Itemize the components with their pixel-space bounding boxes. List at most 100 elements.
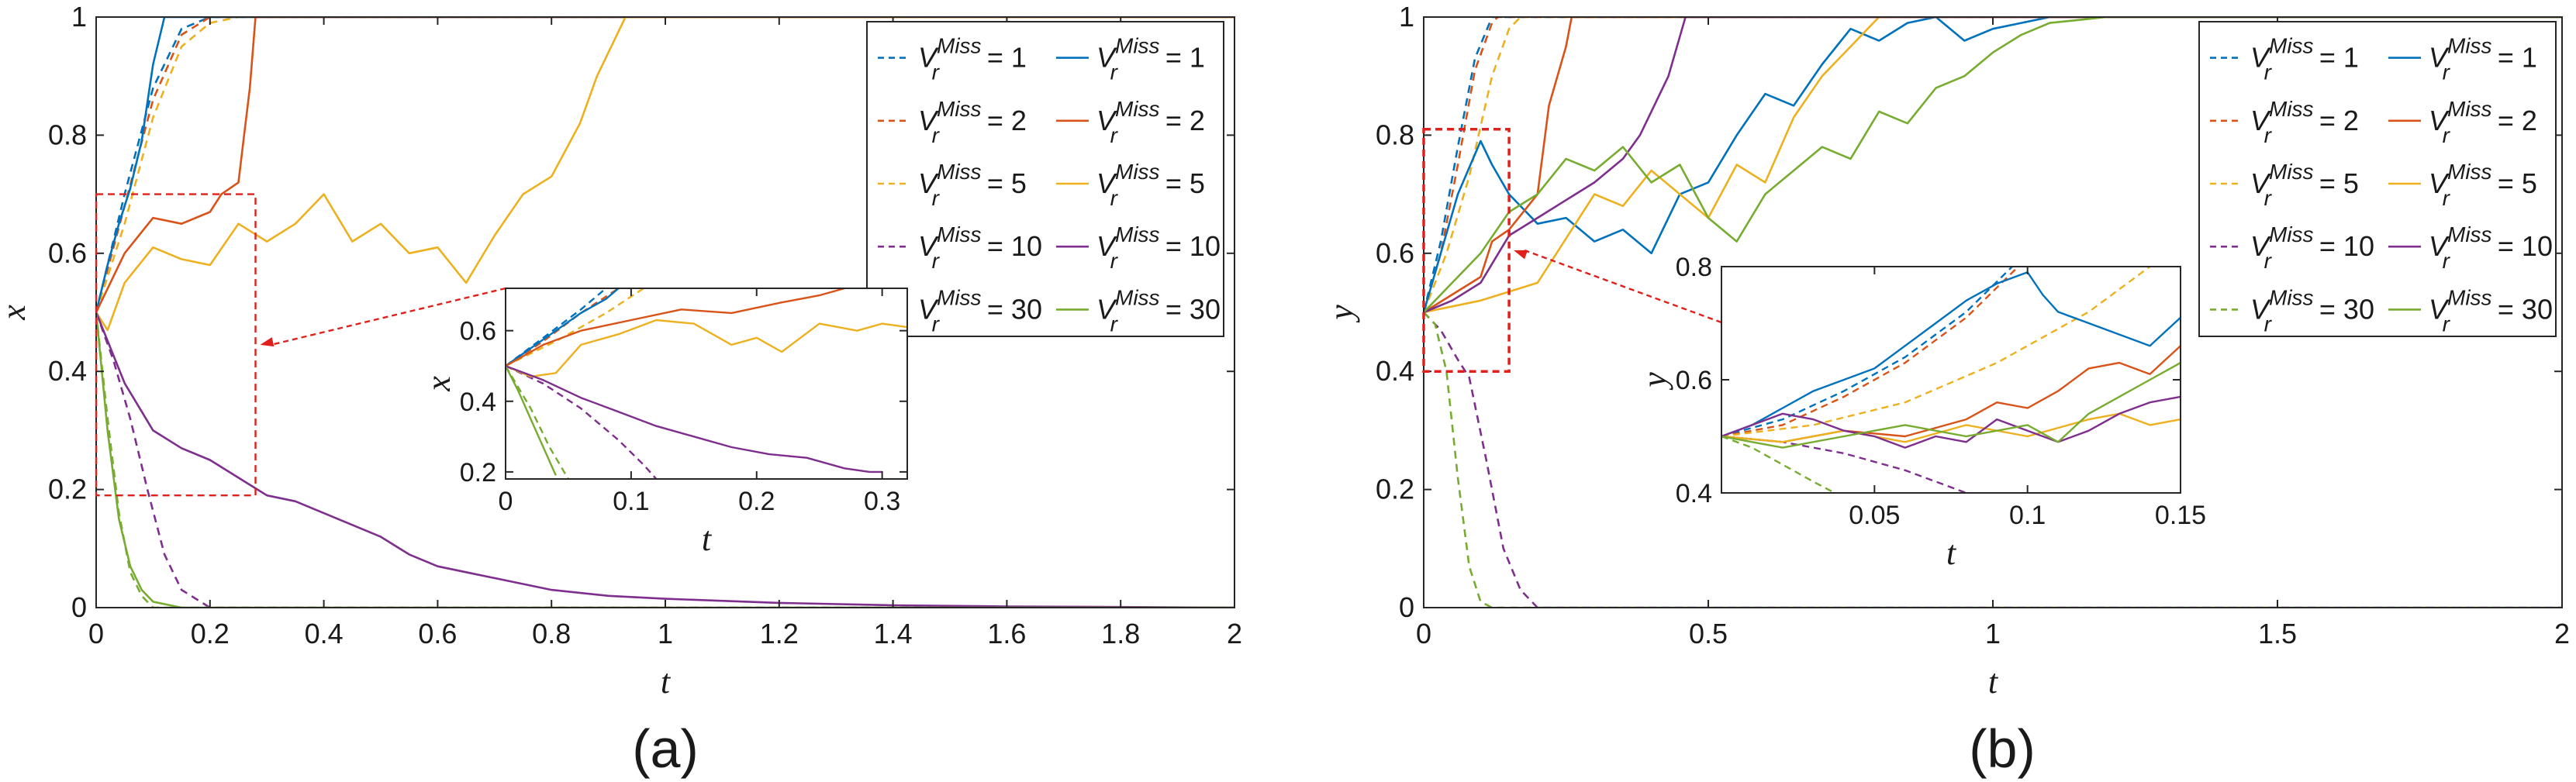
panel-b-series-line — [1424, 312, 2562, 608]
panel-a-inset-y-tick-label: 0.2 — [460, 458, 496, 487]
panel-b-legend-entry: VMiss r = 5 — [2250, 160, 2359, 210]
panel-a-inset-y-tick-label: 0.4 — [460, 388, 496, 417]
panel-b-zoom-arrow — [1524, 249, 1722, 324]
panel-b-legend-entry: VMiss r = 10 — [2429, 222, 2553, 273]
panel-b-x-tick-label: 1 — [1985, 618, 2001, 649]
panel-a-x-tick-label: 0 — [88, 618, 104, 649]
panel-a-zoom-arrow-head — [260, 337, 275, 347]
panel-a-legend-entry: VMiss r = 10 — [1096, 222, 1221, 273]
panel-b-legend-entry: VMiss r = 5 — [2429, 160, 2537, 210]
panel-b-y-axis-label: y — [1322, 305, 1360, 323]
panel-a-x-tick-label: 1.6 — [987, 618, 1026, 649]
panel-b-chart: 0 0.5 1 1.5 2 0 0.2 0.4 0.6 0.8 1 t y VMiss r = 1 VMiss… — [1322, 1, 2570, 701]
panel-b-legend-entry: VMiss r = 1 — [2250, 34, 2359, 84]
panel-b-legend-entry: VMiss r = 30 — [2429, 285, 2553, 336]
panel-a-series-line — [96, 312, 1234, 608]
panel-a-inset-series-group — [506, 288, 907, 479]
panel-b-inset-y-tick-label: 0.6 — [1676, 366, 1712, 395]
panel-a-x-tick-label: 1.4 — [874, 618, 913, 649]
panel-b-inset-y-axis-label: y — [1635, 372, 1673, 391]
panel-a-series-line — [96, 17, 1234, 332]
panel-a-inset-x-tick-label: 0.3 — [864, 487, 900, 516]
panel-a-chart: 0 0.2 0.4 0.6 0.8 1 1.2 1.4 1.6 1.8 2 0 0.2 0.4 0.6 0.8… — [0, 1, 1242, 701]
panel-a-legend-entry: VMiss r = 2 — [918, 97, 1027, 147]
panel-a-x-tick-label: 1 — [658, 618, 673, 649]
panel-b-series-line — [1424, 17, 2562, 313]
panel-b-inset-series-line — [1721, 267, 2013, 438]
panel-b-inset-x-tick-label: 0.05 — [1849, 501, 1900, 530]
panel-a-legend-entry: VMiss r = 30 — [918, 285, 1042, 336]
panel-a-x-axis-label: t — [661, 663, 672, 701]
panel-b-x-tick-label: 0 — [1416, 618, 1431, 649]
panel-b-y-tick-label: 0.6 — [1376, 237, 1414, 269]
panel-b-inset-series-line — [1721, 267, 2151, 438]
panel-b-y-tick-label: 0.4 — [1376, 355, 1414, 387]
panel-b-inset-series-group — [1721, 267, 2181, 493]
panel-a-zoom-arrow — [271, 287, 506, 346]
panel-a-x-tick-label: 0.8 — [532, 618, 571, 649]
panel-a-inset-series-line — [506, 319, 907, 378]
panel-b-inset-x-tick-label: 0.1 — [2009, 501, 2046, 530]
panel-b-inset-series-line — [1721, 395, 2181, 449]
panel-a-inset-series-line — [506, 288, 620, 367]
panel-b-inset-y-tick-label: 0.4 — [1676, 479, 1712, 508]
panel-a-x-tick-label: 1.2 — [760, 618, 799, 649]
panel-b-x-tick-label: 1.5 — [2258, 618, 2297, 649]
panel-a-y-tick-label: 0.6 — [48, 237, 87, 269]
panel-a-x-tick-label: 2 — [1227, 618, 1242, 649]
panel-b-inset-y-tick-label: 0.8 — [1676, 253, 1712, 282]
panel-b-inset-plot-area — [1721, 267, 2181, 493]
panel-b-series-line — [1424, 17, 2562, 314]
panel-a-y-tick-label: 0 — [71, 591, 87, 623]
panel-b-inset-series-line — [1721, 362, 2181, 449]
panel-a-inset-series-line — [506, 365, 882, 474]
panel-b-y-tick-label: 0.2 — [1376, 474, 1414, 505]
panel-a-series-line — [96, 17, 1234, 313]
panel-b-legend-entry: VMiss r = 2 — [2429, 97, 2537, 147]
panel-a-series-line — [96, 312, 1234, 608]
panel-a-legend-entry: VMiss r = 1 — [918, 34, 1027, 84]
panel-a-inset-plot-area — [506, 288, 907, 479]
panel-a-legend-entry: VMiss r = 10 — [918, 222, 1042, 273]
panel-a-x-tick-label: 0.6 — [418, 618, 457, 649]
panel-a-inset-series-line — [506, 365, 658, 479]
panel-a-x-tick-label: 0.4 — [305, 618, 344, 649]
panel-a-inset-series-line — [506, 288, 845, 367]
panel-b-x-tick-label: 2 — [2554, 618, 2570, 649]
panel-a-series-line — [96, 17, 1234, 313]
panel-b-inset-series-line — [1721, 271, 2181, 438]
panel-b-series-group — [1424, 17, 2562, 608]
panel-b-x-tick-label: 0.5 — [1689, 618, 1728, 649]
panel-a-inset-axes-frame — [505, 288, 908, 480]
panel-b-y-tick-label: 0 — [1399, 591, 1414, 623]
panel-a-inset-series-line — [506, 288, 644, 367]
panel-a-y-axis-label: x — [0, 305, 33, 321]
panel-a-series-line — [96, 17, 1234, 313]
panel-a-inset-y-tick-label: 0.6 — [460, 317, 496, 346]
panel-a-series-line — [96, 312, 1234, 608]
panel-a-legend-entry: VMiss r = 30 — [1096, 285, 1221, 336]
panel-a-series-line — [96, 17, 1234, 313]
panel-a-inset-y-axis-label: x — [420, 376, 458, 392]
panel-a-legend-entry: VMiss r = 1 — [1096, 34, 1205, 84]
panel-a-series-line — [96, 17, 1234, 313]
panel-a-label: (a) — [632, 718, 699, 779]
panel-b-series-line — [1424, 17, 2562, 314]
panel-b-x-axis-label: t — [1988, 663, 1999, 701]
panel-a-x-tick-label: 1.8 — [1101, 618, 1140, 649]
panel-a-inset-series-line — [506, 365, 557, 476]
panel-b-inset-series-line — [1721, 267, 2019, 438]
panel-a-x-tick-label: 0.2 — [191, 618, 230, 649]
panel-a-y-tick-label: 0.8 — [48, 119, 87, 150]
panel-a-y-tick-label: 0.4 — [48, 355, 87, 387]
panel-b-legend-entry: VMiss r = 10 — [2250, 222, 2374, 273]
panel-b-y-tick-label: 1 — [1399, 1, 1414, 33]
panel-b-y-tick-label: 0.8 — [1376, 119, 1414, 150]
panel-b-legend-entry: VMiss r = 30 — [2250, 285, 2374, 336]
panel-b-inset-x-tick-label: 0.15 — [2155, 501, 2206, 530]
panel-a-y-tick-label: 1 — [71, 1, 87, 33]
panel-a-y-tick-label: 0.2 — [48, 474, 87, 505]
panel-b-inset-x-axis-label: t — [1946, 534, 1957, 572]
panel-b-zoom-arrow-head — [1514, 250, 1528, 260]
